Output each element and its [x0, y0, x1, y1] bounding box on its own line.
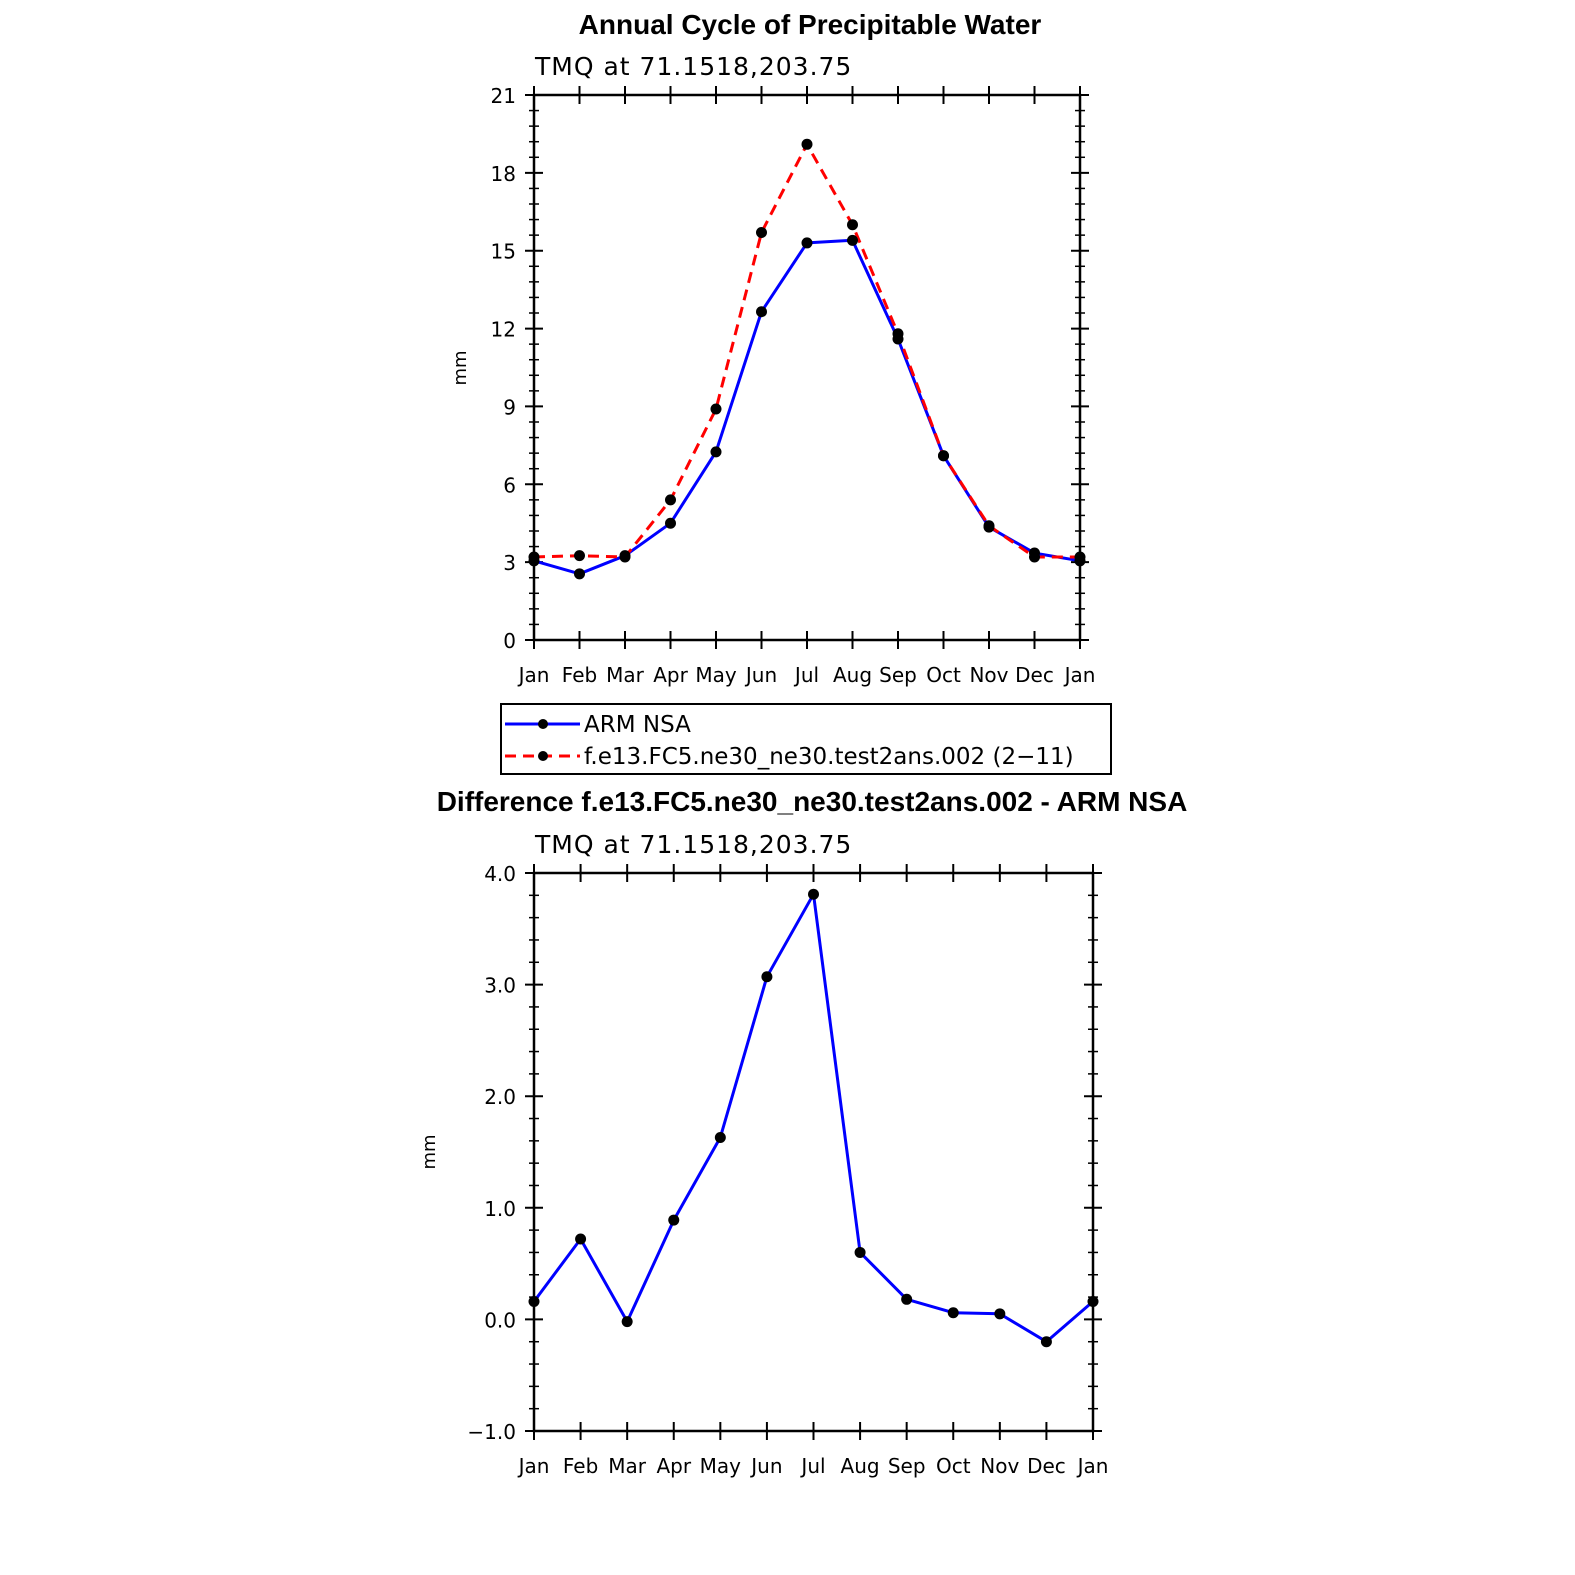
- data-point-series-0: [947, 1307, 959, 1319]
- y-tick-label: 2.0: [484, 1085, 516, 1109]
- y-tick-label: 12: [491, 318, 516, 342]
- data-point-series-0: [1040, 1336, 1052, 1348]
- x-tick-label: Nov: [969, 663, 1008, 687]
- y-tick-label: 3: [503, 551, 516, 575]
- series-group: [528, 888, 1099, 1348]
- y-tick-label: 18: [491, 162, 516, 186]
- data-point-series-0: [528, 1296, 540, 1308]
- data-point-series-0: [808, 888, 819, 900]
- data-point-series-1: [892, 328, 904, 340]
- legend-marker-model: [538, 751, 548, 761]
- data-point-series-0: [761, 971, 773, 983]
- x-tick-label: Jan: [1076, 1454, 1109, 1478]
- x-tick-label: May: [695, 663, 737, 687]
- x-tick-label: Feb: [562, 663, 597, 687]
- data-point-series-0: [710, 446, 722, 458]
- data-point-series-1: [983, 520, 995, 532]
- x-tick-label: May: [700, 1454, 742, 1478]
- x-tick-label: Jan: [1063, 663, 1096, 687]
- data-point-series-1: [619, 551, 631, 563]
- plot-frame: [525, 864, 1102, 1440]
- x-tick-label: Feb: [563, 1454, 598, 1478]
- data-point-series-0: [621, 1316, 633, 1328]
- x-tick-labels: Jan Feb Mar Apr May Jun Jul Aug Sep Oct Nov Dec Jan: [517, 663, 1096, 687]
- y-axis-label: mm: [450, 350, 471, 385]
- x-tick-label: Aug: [841, 1454, 880, 1478]
- x-tick-label: Mar: [606, 663, 645, 687]
- series-group: [528, 138, 1086, 580]
- data-point-series-0: [994, 1308, 1006, 1320]
- data-point-series-0: [847, 234, 858, 246]
- x-tick-label: Sep: [879, 663, 917, 687]
- y-tick-label: 0.0: [484, 1308, 516, 1332]
- data-point-series-0: [665, 517, 676, 529]
- series-line-0: [532, 892, 1094, 1344]
- data-point-series-0: [668, 1214, 680, 1226]
- y-tick-label: 4.0: [484, 862, 516, 886]
- x-tick-labels: Jan Feb Mar Apr May Jun Jul Aug Sep Oct Nov Dec Jan: [517, 1454, 1109, 1478]
- x-tick-label: Oct: [936, 1454, 971, 1478]
- data-point-series-1: [528, 551, 540, 563]
- data-point-series-1: [1029, 551, 1040, 563]
- data-point-series-1: [756, 227, 767, 239]
- x-tick-label: Nov: [980, 1454, 1019, 1478]
- data-point-series-1: [938, 450, 949, 462]
- legend-box: [500, 703, 1112, 775]
- x-tick-label: Dec: [1015, 663, 1054, 687]
- data-point-series-0: [1087, 1296, 1099, 1308]
- annual-cycle-panel: Annual Cycle of Precipitable Water TMQ a…: [450, 9, 1095, 687]
- chart-subtitle: TMQ at 71.1518,203.75: [534, 830, 852, 859]
- plot-frame: [525, 86, 1089, 649]
- chart-subtitle: TMQ at 71.1518,203.75: [534, 52, 852, 81]
- x-tick-label: Jul: [793, 663, 819, 687]
- data-point-series-0: [756, 306, 767, 318]
- legend-label-model: f.e13.FC5.ne30_ne30.test2ans.002 (2−11): [584, 744, 1074, 770]
- y-axis-label: mm: [419, 1134, 440, 1169]
- x-tick-label: Jun: [744, 663, 777, 687]
- x-tick-label: Apr: [656, 1454, 691, 1478]
- data-point-series-0: [854, 1246, 866, 1258]
- chart-title: Annual Cycle of Precipitable Water: [579, 9, 1042, 40]
- x-tick-label: Jan: [517, 663, 550, 687]
- x-tick-label: Mar: [608, 1454, 647, 1478]
- chart-title: Difference f.e13.FC5.ne30_ne30.test2ans.…: [437, 786, 1188, 817]
- legend: ARM NSA f.e13.FC5.ne30_ne30.test2ans.002…: [500, 703, 1112, 775]
- data-point-series-1: [574, 550, 585, 562]
- data-point-series-0: [574, 568, 585, 580]
- data-point-series-1: [801, 138, 813, 150]
- data-point-series-1: [1074, 551, 1086, 563]
- data-point-series-1: [665, 494, 676, 506]
- y-tick-labels: −1.0 0.0 1.0 2.0 3.0 4.0: [467, 862, 516, 1444]
- x-tick-label: Sep: [888, 1454, 926, 1478]
- y-tick-label: 9: [503, 395, 516, 419]
- difference-panel: Difference f.e13.FC5.ne30_ne30.test2ans.…: [419, 786, 1187, 1478]
- y-tick-label: 21: [491, 84, 516, 108]
- y-tick-label: 15: [491, 240, 516, 264]
- x-tick-label: Oct: [926, 663, 961, 687]
- series-line-0: [533, 238, 1081, 576]
- plot-border: [532, 871, 1095, 1433]
- data-point-series-1: [847, 219, 858, 231]
- data-point-series-0: [801, 237, 813, 249]
- data-point-series-0: [901, 1293, 913, 1305]
- y-tick-labels: 0 3 6 9 12 15 18 21: [491, 84, 516, 653]
- data-point-series-0: [575, 1233, 587, 1245]
- y-tick-label: 6: [503, 473, 516, 497]
- y-tick-label: −1.0: [467, 1420, 516, 1444]
- legend-label-arm-nsa: ARM NSA: [584, 712, 691, 738]
- legend-marker-arm-nsa: [538, 719, 548, 729]
- y-tick-label: 3.0: [484, 974, 516, 998]
- x-tick-label: Apr: [653, 663, 688, 687]
- y-tick-label: 1.0: [484, 1197, 516, 1221]
- x-tick-label: Aug: [833, 663, 872, 687]
- x-tick-label: Jun: [749, 1454, 782, 1478]
- series-line-1: [533, 142, 1080, 559]
- x-tick-label: Jul: [799, 1454, 825, 1478]
- data-point-series-1: [710, 403, 722, 415]
- y-tick-label: 0: [503, 629, 516, 653]
- data-point-series-0: [714, 1131, 726, 1143]
- x-tick-label: Dec: [1027, 1454, 1066, 1478]
- x-tick-label: Jan: [517, 1454, 550, 1478]
